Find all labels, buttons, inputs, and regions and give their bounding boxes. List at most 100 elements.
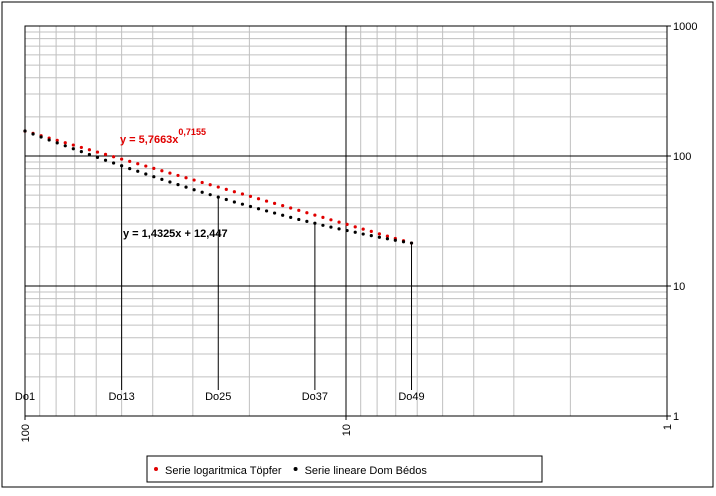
point (47, 138, 51, 142)
trendline-equation: y = 5,7663x0,7155 (120, 127, 206, 146)
legend-marker (154, 467, 158, 471)
point (63, 144, 67, 148)
point (216, 195, 220, 199)
point (377, 232, 381, 236)
point (401, 240, 406, 244)
point (103, 152, 108, 156)
point (248, 204, 253, 209)
point (256, 207, 261, 211)
point (200, 190, 204, 194)
series (23, 129, 414, 245)
point (111, 161, 116, 165)
point (144, 172, 148, 176)
point (369, 234, 373, 238)
legend-label: Serie logaritmica Töpfer (165, 465, 282, 477)
point (184, 185, 188, 189)
point (248, 194, 253, 198)
point (176, 173, 180, 178)
point (136, 169, 140, 173)
point (289, 215, 293, 220)
legend-box (146, 455, 543, 483)
point (345, 228, 349, 233)
point (329, 225, 333, 229)
point (264, 199, 269, 203)
y-tick-label: 10 (673, 281, 685, 293)
point (297, 217, 301, 222)
point (87, 148, 92, 152)
point (321, 215, 325, 220)
point (120, 157, 124, 161)
series (23, 129, 414, 245)
annotation: Do13 (108, 391, 134, 403)
point (79, 150, 83, 154)
equation-text: y = 1,4325x + 12,447 (123, 228, 228, 240)
y-tick-label: 100 (673, 151, 691, 163)
point (152, 166, 156, 170)
point (95, 150, 100, 154)
point (216, 185, 220, 189)
point (31, 132, 35, 136)
point (87, 152, 92, 157)
point (264, 209, 269, 213)
point (393, 238, 397, 242)
point (144, 164, 148, 168)
point (152, 175, 156, 179)
point (224, 187, 228, 191)
point (128, 159, 132, 163)
point (39, 135, 43, 139)
point (111, 155, 116, 159)
point (305, 211, 309, 215)
point (184, 176, 188, 180)
point (63, 141, 67, 145)
x-tick-label: 1 (662, 424, 674, 430)
equation-exponent: 0,7155 (178, 127, 206, 137)
annotation: Do49 (398, 391, 424, 403)
point (377, 235, 381, 239)
point (23, 129, 27, 133)
point (385, 234, 390, 238)
point (232, 200, 236, 204)
point (120, 164, 124, 168)
point (192, 178, 196, 182)
point (240, 192, 245, 196)
point (272, 211, 277, 215)
point (305, 219, 309, 223)
point (160, 177, 164, 181)
point (168, 180, 172, 184)
point (409, 241, 414, 245)
point (329, 218, 333, 222)
point (200, 180, 204, 185)
point (55, 141, 59, 145)
point (224, 197, 228, 202)
point (192, 188, 196, 192)
point (136, 162, 140, 166)
annotation: Do37 (302, 391, 328, 403)
point (55, 138, 59, 143)
point (297, 208, 301, 212)
equation-text: y = 5,7663x (120, 134, 179, 146)
point (103, 158, 108, 162)
point (289, 206, 293, 210)
point (176, 183, 180, 187)
point (361, 227, 365, 231)
point (337, 220, 341, 224)
point (208, 193, 212, 197)
y-tick-label: 1000 (673, 21, 697, 33)
point (353, 230, 357, 234)
point (256, 197, 261, 201)
legend-label: Serie lineare Dom Bédos (305, 465, 428, 477)
x-tick-label: 100 (20, 424, 32, 442)
annotation: Do25 (205, 391, 231, 403)
point (281, 204, 285, 208)
point (313, 221, 317, 225)
point (353, 225, 357, 229)
point (95, 155, 100, 159)
point (321, 223, 325, 227)
point (361, 232, 365, 236)
legend: Serie logaritmica Töpfer Serie lineare Do… (146, 455, 543, 483)
point (240, 202, 245, 206)
y-tick-label: 1 (673, 411, 679, 423)
point (232, 190, 236, 194)
trendline-equation: y = 1,4325x + 12,447 (123, 228, 228, 240)
